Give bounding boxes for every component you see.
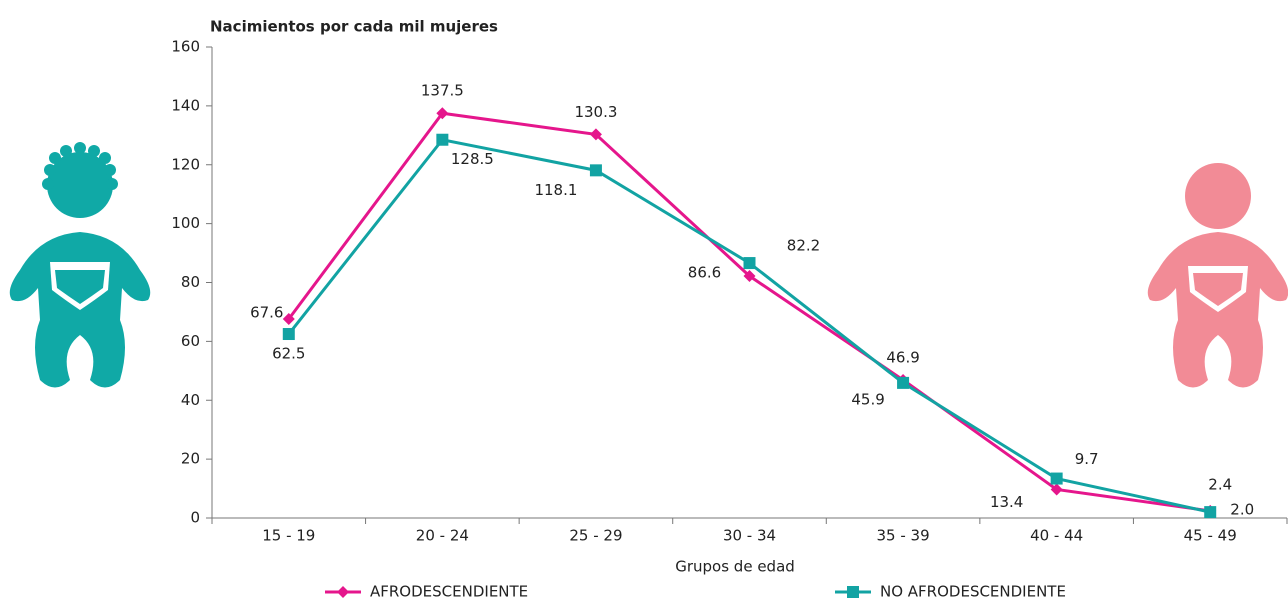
data-label: 2.0 <box>1230 501 1254 519</box>
marker-diamond <box>743 270 756 283</box>
chart-title: Nacimientos por cada mil mujeres <box>210 18 498 36</box>
baby-icon-girl <box>1147 163 1288 388</box>
marker-square <box>282 328 295 341</box>
data-label: 2.4 <box>1208 475 1232 493</box>
y-tick-label: 60 <box>181 332 200 350</box>
data-label: 130.3 <box>574 103 617 121</box>
y-tick-label: 100 <box>171 214 200 232</box>
x-tick-label: 40 - 44 <box>1030 527 1083 545</box>
y-tick-label: 80 <box>181 273 200 291</box>
marker-diamond <box>282 313 295 326</box>
y-tick-label: 160 <box>171 38 200 56</box>
data-label: 13.4 <box>990 493 1023 511</box>
x-axis-label: Grupos de edad <box>675 558 795 576</box>
data-label: 62.5 <box>272 345 305 363</box>
baby-icon-boy <box>9 142 151 388</box>
x-tick-label: 45 - 49 <box>1184 527 1237 545</box>
y-tick-label: 20 <box>181 450 200 468</box>
x-tick-label: 35 - 39 <box>877 527 930 545</box>
marker-square <box>897 376 910 389</box>
data-label: 118.1 <box>534 181 577 199</box>
marker-diamond <box>1050 483 1063 496</box>
x-tick-label: 20 - 24 <box>416 527 469 545</box>
data-label: 86.6 <box>688 264 721 282</box>
legend-label: AFRODESCENDIENTE <box>370 583 528 600</box>
y-tick-label: 140 <box>171 96 200 114</box>
legend-label: NO AFRODESCENDIENTE <box>880 583 1066 600</box>
marker-square <box>1050 472 1063 485</box>
marker-diamond <box>436 107 449 120</box>
legend-marker <box>337 586 349 598</box>
data-label: 46.9 <box>886 348 919 366</box>
marker-square <box>1204 506 1217 519</box>
data-label: 128.5 <box>451 150 494 168</box>
data-label: 82.2 <box>787 237 820 255</box>
y-tick-label: 120 <box>171 155 200 173</box>
marker-square <box>589 164 602 177</box>
y-tick-label: 40 <box>181 391 200 409</box>
x-tick-label: 15 - 19 <box>262 527 315 545</box>
data-label: 137.5 <box>421 82 464 100</box>
series-line <box>287 111 1211 513</box>
marker-diamond <box>589 128 602 141</box>
marker-square <box>436 133 449 146</box>
data-label: 67.6 <box>250 304 283 322</box>
series-line <box>287 138 1211 514</box>
legend-marker <box>847 586 859 598</box>
x-tick-label: 25 - 29 <box>569 527 622 545</box>
y-tick-label: 0 <box>190 509 200 527</box>
data-label: 45.9 <box>851 390 884 408</box>
data-label: 9.7 <box>1075 450 1099 468</box>
marker-square <box>743 257 756 270</box>
x-tick-label: 30 - 34 <box>723 527 776 545</box>
